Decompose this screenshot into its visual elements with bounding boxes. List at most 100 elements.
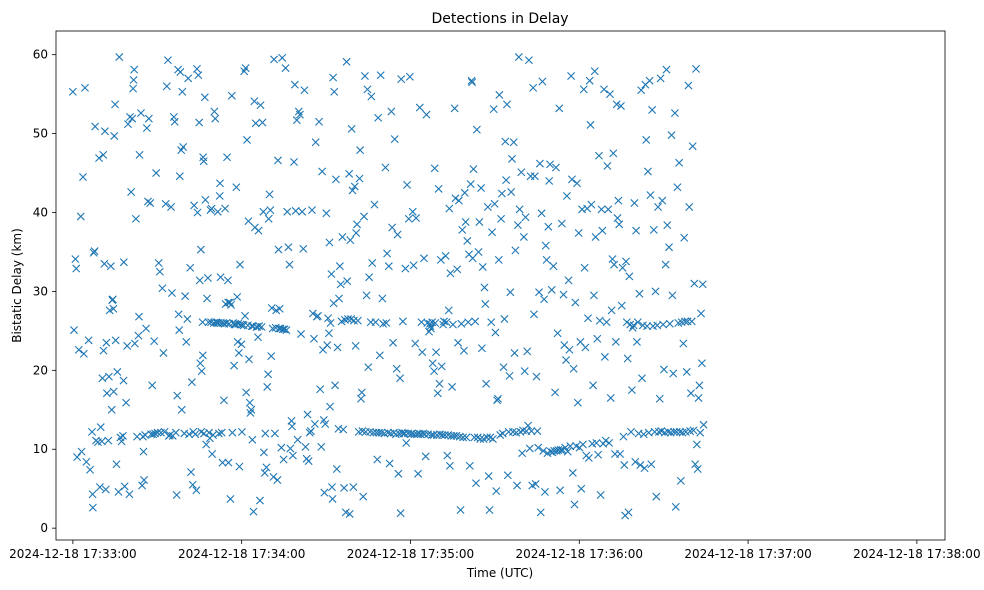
data-point	[113, 367, 122, 376]
data-point	[100, 127, 109, 136]
data-point	[401, 264, 410, 273]
data-point	[611, 337, 620, 346]
data-point	[327, 270, 336, 279]
data-point	[692, 440, 701, 449]
data-point	[346, 236, 355, 245]
data-point	[326, 402, 335, 411]
data-point	[324, 314, 333, 323]
data-point	[249, 507, 258, 516]
data-point	[586, 120, 595, 129]
data-point	[184, 74, 193, 83]
data-point	[316, 385, 325, 394]
data-point	[571, 298, 580, 307]
data-point	[656, 74, 665, 83]
data-point	[486, 433, 495, 442]
data-point	[288, 451, 297, 460]
data-point	[540, 295, 549, 304]
data-point	[273, 476, 282, 485]
data-point	[694, 393, 703, 402]
data-point	[584, 453, 593, 462]
data-point	[350, 182, 359, 191]
data-point	[152, 169, 161, 178]
data-point	[689, 426, 698, 435]
data-point	[378, 294, 387, 303]
data-point	[262, 463, 271, 472]
data-point	[322, 209, 331, 218]
data-point	[237, 340, 246, 349]
data-point	[463, 236, 472, 245]
data-point	[517, 168, 526, 177]
data-point	[110, 131, 119, 140]
data-point	[430, 164, 439, 173]
data-point	[297, 330, 306, 339]
data-point	[404, 214, 413, 223]
data-point	[507, 187, 516, 196]
data-point	[202, 440, 211, 449]
data-point	[368, 259, 377, 267]
data-point	[632, 337, 641, 346]
data-point	[699, 420, 708, 429]
y-tick-label: 10	[33, 442, 48, 456]
data-point	[173, 391, 182, 400]
data-point	[630, 199, 639, 208]
data-point	[226, 494, 235, 503]
data-point	[122, 398, 131, 407]
data-point	[233, 292, 242, 301]
data-point	[230, 361, 239, 370]
data-point	[118, 431, 127, 440]
data-point	[394, 469, 403, 478]
data-point	[304, 457, 313, 466]
data-point	[640, 464, 649, 473]
data-point	[308, 206, 316, 215]
data-point	[284, 243, 293, 252]
data-point	[520, 367, 529, 376]
data-point	[503, 471, 512, 480]
data-point	[90, 247, 99, 256]
data-point	[690, 279, 699, 288]
data-point	[541, 241, 550, 250]
data-point	[203, 294, 212, 303]
data-point	[430, 367, 439, 376]
data-point	[279, 455, 288, 464]
data-point	[308, 309, 317, 318]
data-point	[315, 117, 324, 126]
data-point	[77, 447, 86, 456]
data-point	[86, 465, 95, 474]
data-point	[448, 382, 457, 391]
data-point	[649, 225, 658, 234]
data-point	[632, 226, 641, 235]
data-point	[175, 172, 184, 181]
data-point	[311, 138, 320, 147]
data-point	[306, 427, 315, 436]
data-point	[326, 318, 335, 327]
data-point	[324, 329, 333, 338]
data-point	[668, 291, 677, 300]
data-point	[146, 199, 155, 208]
data-point	[673, 183, 682, 192]
data-point	[119, 376, 128, 385]
data-point	[237, 427, 246, 436]
data-point	[258, 118, 267, 127]
data-point	[193, 208, 202, 217]
data-point	[545, 176, 554, 185]
data-point	[70, 326, 78, 335]
data-point	[597, 205, 606, 214]
data-point	[426, 322, 435, 331]
y-tick-label: 20	[33, 363, 48, 377]
data-point	[396, 374, 405, 383]
data-point	[327, 483, 336, 492]
data-point	[344, 315, 353, 324]
data-point	[698, 280, 707, 289]
data-point	[273, 156, 282, 165]
data-point	[373, 455, 382, 464]
data-point	[658, 196, 667, 205]
data-point	[347, 124, 356, 133]
data-point	[242, 388, 251, 397]
data-point	[470, 433, 479, 442]
data-point	[158, 284, 167, 293]
data-point	[187, 378, 196, 387]
data-point	[381, 163, 390, 172]
data-point	[210, 107, 219, 116]
data-point	[523, 347, 532, 356]
data-point	[645, 76, 654, 85]
